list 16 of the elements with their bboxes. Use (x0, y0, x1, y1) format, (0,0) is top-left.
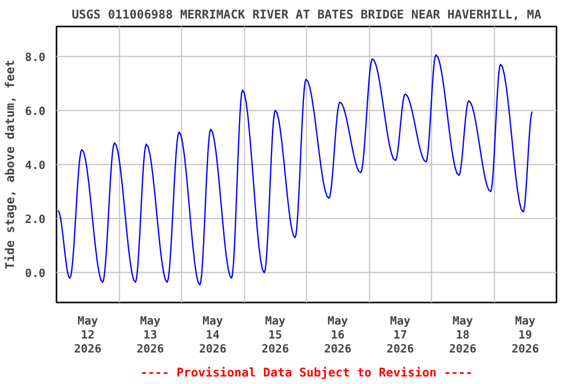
y-tick-label: 6.0 (25, 104, 46, 118)
y-axis-title: Tide stage, above datum, feet (3, 60, 18, 270)
text: ---- Provisional Data Subject to Revision ---- (140, 366, 473, 380)
x-tick-label: May 17 2026 (386, 314, 414, 356)
x-tick-label: May 12 2026 (74, 314, 102, 356)
x-tick-label: May 19 2026 (512, 314, 540, 356)
x-tick-label: May 16 2026 (324, 314, 352, 356)
x-tick-label: May 14 2026 (199, 314, 227, 356)
y-tick-label: 0.0 (25, 266, 46, 280)
y-tick-label: 8.0 (25, 50, 46, 64)
y-tick-label: 2.0 (25, 212, 46, 226)
chart-title: USGS 011006988 MERRIMACK RIVER AT BATES BRIDGE NEAR HAVERHILL, MA (72, 8, 542, 22)
x-tick-label: May 18 2026 (449, 314, 477, 356)
x-tick-label: May 15 2026 (262, 314, 290, 356)
y-tick-label: 4.0 (25, 158, 46, 172)
x-tick-label: May 13 2026 (136, 314, 164, 356)
